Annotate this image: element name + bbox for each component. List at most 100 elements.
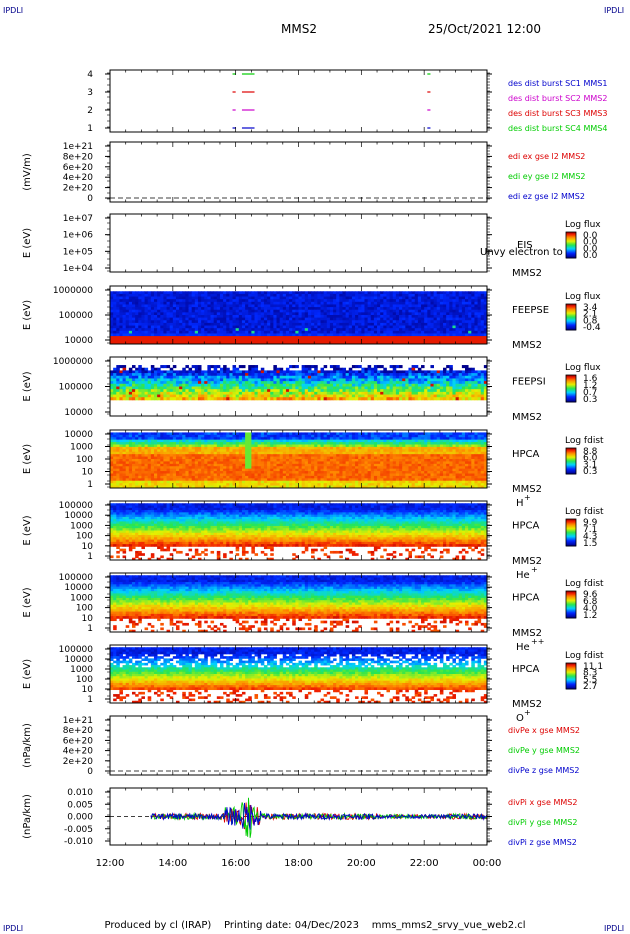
heatmap-cell: [345, 325, 350, 329]
heatmap-cell: [194, 320, 199, 324]
heatmap-cell: [392, 383, 397, 387]
heatmap-cell: [399, 341, 403, 345]
heatmap-cell: [210, 373, 215, 377]
heatmap-cell: [131, 370, 136, 374]
heatmap-cell: [153, 304, 158, 308]
heatmap-cell: [191, 442, 196, 445]
heatmap-cell: [245, 394, 249, 398]
heatmap-cell: [377, 336, 381, 340]
heatmap-cell: [468, 386, 472, 390]
heatmap-cell: [267, 391, 271, 395]
heatmap-cell: [292, 370, 296, 374]
heatmap-cell: [122, 373, 127, 377]
heatmap-cell: [241, 328, 246, 332]
heatmap-cell: [483, 325, 488, 329]
heatmap-cell: [326, 381, 331, 385]
heatmap-cell: [188, 432, 193, 436]
heatmap-cell: [392, 437, 397, 441]
heatmap-cell: [241, 397, 246, 401]
heatmap-cell: [449, 320, 453, 324]
heatmap-cell: [260, 386, 265, 390]
heatmap-cell: [201, 391, 205, 395]
heatmap-cell: [471, 322, 475, 326]
heatmap-cell: [471, 394, 475, 398]
heatmap-cell: [282, 437, 287, 441]
heatmap-cell: [219, 432, 224, 436]
y-tick-label: 4e+20: [63, 173, 94, 183]
heatmap-cell: [110, 442, 114, 445]
heatmap-cell: [113, 397, 117, 401]
heatmap-cell: [304, 304, 309, 308]
heatmap-cell: [138, 365, 142, 369]
heatmap-cell: [386, 381, 391, 385]
heatmap-cell: [424, 336, 428, 340]
heatmap-cell: [455, 309, 460, 313]
heatmap-cell: [370, 309, 375, 313]
heatmap-cell: [424, 330, 428, 334]
heatmap-cell: [116, 293, 120, 297]
heatmap-cell: [395, 389, 400, 393]
heatmap-cell: [125, 330, 130, 334]
heatmap-cell: [191, 439, 196, 443]
heatmap-cell: [411, 320, 416, 324]
heatmap-cell: [411, 367, 416, 371]
heatmap-cell: [248, 437, 252, 441]
heatmap-cell: [138, 312, 142, 316]
heatmap-cell: [285, 432, 290, 436]
heatmap-cell: [150, 432, 155, 436]
heatmap-cell: [320, 378, 325, 382]
heatmap-cell: [147, 397, 152, 401]
heatmap-cell: [314, 437, 318, 441]
heatmap-cell: [458, 291, 463, 295]
heatmap-cell: [307, 389, 312, 393]
heatmap-cell: [263, 386, 268, 390]
heatmap-cell: [144, 325, 149, 329]
heatmap-cell: [323, 378, 328, 382]
heatmap-cell: [295, 378, 299, 382]
heatmap-cell: [317, 333, 321, 337]
heatmap-cell: [292, 301, 296, 305]
heatmap-cell: [449, 304, 453, 308]
heatmap-cell: [122, 394, 127, 398]
heatmap-cell: [226, 397, 230, 401]
heatmap-cell: [336, 439, 340, 443]
heatmap-cell: [311, 381, 315, 385]
heatmap-cell: [213, 317, 218, 321]
heatmap-cell: [226, 375, 230, 379]
heatmap-cell: [257, 336, 262, 340]
heatmap-cell: [471, 373, 475, 377]
heatmap-cell: [355, 320, 359, 324]
heatmap-cell: [163, 389, 167, 393]
heatmap-cell: [285, 322, 290, 326]
heatmap-cell: [238, 338, 243, 342]
heatmap-cell: [241, 373, 246, 377]
heatmap-cell: [408, 291, 412, 295]
heatmap-cell: [417, 328, 422, 332]
heatmap-cell: [323, 325, 328, 329]
heatmap-cell: [380, 309, 384, 313]
heatmap-cell: [326, 299, 331, 303]
heatmap-cell: [370, 338, 375, 342]
heatmap-cell: [273, 367, 277, 371]
heatmap-cell: [172, 439, 177, 443]
heatmap-cell: [273, 330, 277, 334]
heatmap-cell: [483, 309, 488, 313]
heatmap-cell: [295, 432, 299, 436]
heatmap-cell: [263, 328, 268, 332]
heatmap-cell: [210, 336, 215, 340]
heatmap-cell: [480, 333, 485, 337]
heatmap-cell: [241, 389, 246, 393]
heatmap-cell: [185, 389, 189, 393]
heatmap-cell: [157, 338, 161, 342]
heatmap-cell: [141, 299, 145, 303]
heatmap-cell: [399, 375, 403, 379]
heatmap-cell: [314, 434, 318, 438]
heatmap-cell: [144, 328, 149, 332]
heatmap-cell: [402, 336, 406, 340]
heatmap-cell: [122, 397, 127, 401]
heatmap-cell: [248, 432, 252, 436]
heatmap-cell: [169, 391, 174, 395]
heatmap-cell: [197, 312, 202, 316]
heatmap-cell: [339, 370, 343, 374]
heatmap-cell: [417, 338, 422, 342]
